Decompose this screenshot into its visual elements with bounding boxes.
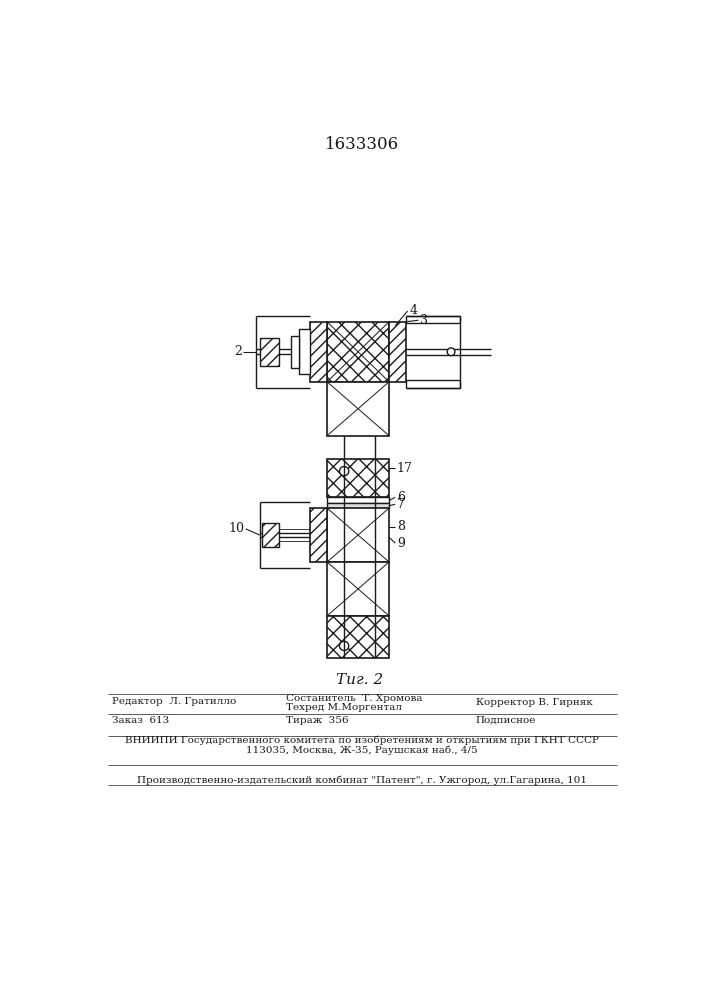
- Text: Τиг. 2: Τиг. 2: [336, 673, 383, 687]
- Text: ВНИИПИ Государственного комитета по изобретениям и открытиям при ГКНТ СССР: ВНИИПИ Государственного комитета по изоб…: [125, 736, 599, 745]
- Text: Тираж  356: Тираж 356: [286, 716, 349, 725]
- Bar: [389, 322, 406, 382]
- Bar: [327, 459, 389, 497]
- Text: Производственно-издательский комбинат "Патент", г. Ужгород, ул.Гагарина, 101: Производственно-издательский комбинат "П…: [137, 776, 587, 785]
- Text: Состанитель  Т. Хромова: Состанитель Т. Хромова: [286, 694, 423, 703]
- Circle shape: [448, 348, 455, 356]
- Bar: [327, 322, 389, 382]
- Text: 1633306: 1633306: [325, 136, 399, 153]
- Circle shape: [339, 641, 349, 651]
- Text: 3: 3: [420, 314, 428, 327]
- Text: Подписное: Подписное: [476, 716, 536, 725]
- Text: 7: 7: [397, 498, 404, 511]
- Text: Корректор В. Гирняк: Корректор В. Гирняк: [476, 698, 592, 707]
- Bar: [406, 316, 460, 323]
- Bar: [327, 508, 389, 562]
- Bar: [262, 523, 279, 547]
- Bar: [327, 562, 389, 616]
- Bar: [259, 338, 279, 366]
- Bar: [310, 322, 327, 382]
- Bar: [327, 497, 389, 503]
- Text: 8: 8: [397, 520, 405, 533]
- Text: 17: 17: [397, 462, 413, 475]
- Text: 6: 6: [397, 491, 405, 504]
- Bar: [310, 508, 327, 562]
- Text: Редактор  Л. Гратилло: Редактор Л. Гратилло: [112, 697, 236, 706]
- Bar: [299, 329, 310, 374]
- Bar: [291, 336, 299, 368]
- Text: 113035, Москва, Ж-35, Раушская наб., 4/5: 113035, Москва, Ж-35, Раушская наб., 4/5: [246, 745, 478, 755]
- Text: Техред М.Моргентал: Техред М.Моргентал: [286, 703, 402, 712]
- Text: 2: 2: [234, 345, 242, 358]
- Bar: [327, 382, 389, 436]
- Text: 4: 4: [409, 304, 417, 317]
- Text: 10: 10: [228, 522, 244, 535]
- Text: Заказ  613: Заказ 613: [112, 716, 169, 725]
- Text: 9: 9: [397, 537, 404, 550]
- Circle shape: [339, 466, 349, 476]
- Bar: [327, 503, 389, 508]
- Bar: [406, 380, 460, 388]
- Bar: [327, 616, 389, 658]
